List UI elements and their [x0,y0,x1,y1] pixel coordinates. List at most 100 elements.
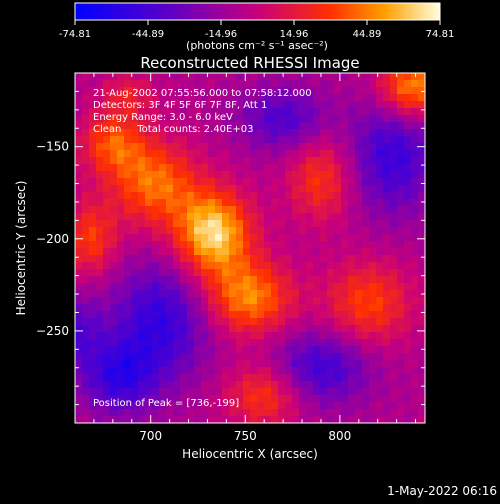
heatmap-cell [138,276,146,284]
heatmap-cell [285,206,293,214]
heatmap-cell [201,171,209,179]
heatmap-cell [131,192,139,200]
heatmap-cell [397,129,405,137]
heatmap-cell [362,164,370,172]
heatmap-cell [411,381,419,389]
heatmap-cell [327,108,335,116]
heatmap-cell [110,136,118,144]
heatmap-cell [390,80,398,88]
heatmap-cell [96,402,104,410]
heatmap-cell [117,80,125,88]
heatmap-cell [180,136,188,144]
heatmap-cell [334,353,342,361]
heatmap-cell [271,416,279,423]
heatmap-cell [145,129,153,137]
heatmap-cell [201,409,209,417]
heatmap-cell [117,192,125,200]
heatmap-cell [404,143,412,151]
heatmap-cell [124,353,132,361]
heatmap-cell [89,164,97,172]
heatmap-cell [152,395,160,403]
heatmap-cell [376,290,384,298]
heatmap-cell [355,122,363,130]
heatmap-cell [327,213,335,221]
heatmap-cell [278,367,286,375]
heatmap-cell [250,402,258,410]
heatmap-cell [376,318,384,326]
heatmap-cell [222,262,230,270]
heatmap-cell [348,332,356,340]
heatmap-cell [229,360,237,368]
heatmap-cell [180,395,188,403]
heatmap-cell [201,318,209,326]
heatmap-cell [159,164,167,172]
heatmap-cell [383,381,391,389]
heatmap-cell [138,374,146,382]
heatmap-cell [215,360,223,368]
heatmap-cell [194,87,202,95]
heatmap-cell [194,213,202,221]
heatmap-cell [390,332,398,340]
heatmap-cell [243,283,251,291]
heatmap-cell [397,206,405,214]
heatmap-cell [110,416,118,423]
heatmap-cell [145,87,153,95]
heatmap-cell [103,409,111,417]
heatmap-cell [313,339,321,347]
heatmap-cell [159,304,167,312]
heatmap-cell [292,360,300,368]
heatmap-cell [187,241,195,249]
heatmap-cell [236,199,244,207]
heatmap-cell [124,227,132,235]
heatmap-cell [131,94,139,102]
heatmap-cell [313,402,321,410]
footer-date: 1-May-2022 06:16 [387,484,497,498]
heatmap-cell [264,115,272,123]
heatmap-cell [82,73,90,81]
heatmap-cell [320,325,328,333]
heatmap-cell [82,255,90,263]
heatmap-cell [250,325,258,333]
heatmap-cell [341,87,349,95]
heatmap-cell [194,73,202,81]
heatmap-cell [299,325,307,333]
heatmap-cell [271,346,279,354]
heatmap-cell [103,339,111,347]
heatmap-cell [117,304,125,312]
heatmap-cell [418,416,425,423]
heatmap-cell [362,234,370,242]
heatmap-cell [327,374,335,382]
heatmap-cell [187,248,195,256]
heatmap-cell [306,381,314,389]
heatmap-cell [82,367,90,375]
heatmap-cell [348,360,356,368]
heatmap-cell [313,122,321,130]
heatmap-cell [390,178,398,186]
heatmap-cell [208,178,216,186]
heatmap-cell [243,185,251,193]
heatmap-cell [208,213,216,221]
heatmap-cell [334,262,342,270]
heatmap-cell [173,227,181,235]
heatmap-cell [222,115,230,123]
heatmap-cell [418,360,425,368]
heatmap-cell [208,185,216,193]
heatmap-cell [271,143,279,151]
heatmap-cell [285,402,293,410]
heatmap-cell [313,213,321,221]
heatmap-cell [208,311,216,319]
heatmap-cell [187,297,195,305]
heatmap-cell [257,395,265,403]
x-tick-label: 750 [234,429,257,443]
heatmap-cell [264,367,272,375]
heatmap-cell [180,73,188,81]
heatmap-cell [152,227,160,235]
heatmap-cell [222,80,230,88]
heatmap-cell [397,402,405,410]
heatmap-cell [103,367,111,375]
heatmap-cell [404,192,412,200]
heatmap-cell [110,374,118,382]
heatmap-cell [411,255,419,263]
heatmap-cell [285,101,293,109]
heatmap-cell [271,73,279,81]
